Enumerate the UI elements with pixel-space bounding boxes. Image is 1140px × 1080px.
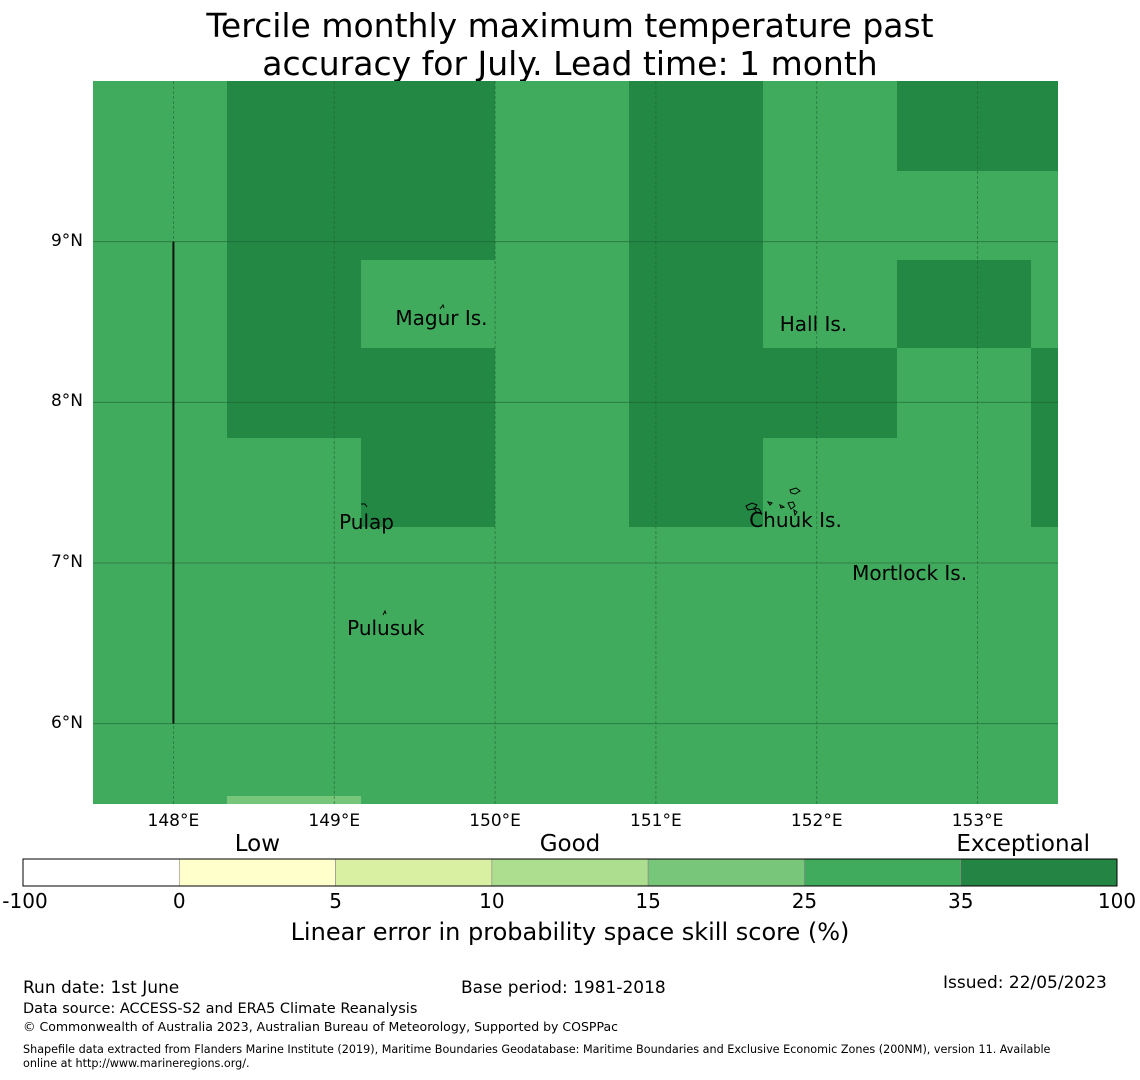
colorbar-swatch — [178, 858, 336, 887]
colorbar-tick-label: 5 — [329, 889, 342, 913]
data-source: Data source: ACCESS-S2 and ERA5 Climate … — [23, 1001, 418, 1017]
skill-map — [93, 81, 1058, 804]
colorbar-category-label: Low — [234, 831, 281, 857]
island-outlines — [361, 303, 801, 616]
base-period: Base period: 1981-2018 — [461, 978, 666, 998]
colorbar-category-label: Exceptional — [956, 831, 1091, 857]
island-outline — [779, 504, 786, 509]
island-outline — [766, 501, 773, 506]
colorbar-frame — [22, 858, 1118, 887]
colorbar-tick-label: 15 — [635, 889, 661, 913]
issued-date: Issued: 22/05/2023 — [943, 973, 1107, 993]
shapefile-credit-2: online at http://www.marineregions.org/. — [23, 1057, 250, 1070]
map-title-line1: Tercile monthly maximum temperature past — [206, 6, 934, 45]
colorbar-swatch — [491, 858, 649, 887]
island-outline — [382, 609, 387, 616]
colorbar-tick-label: 25 — [791, 889, 818, 913]
run-date: Run date: 1st June — [23, 978, 180, 998]
place-label: Magur Is. — [395, 305, 488, 330]
place-label: Pulusuk — [347, 615, 425, 640]
colorbar-swatch — [22, 858, 180, 887]
grid-cell-exceptional — [361, 438, 495, 527]
lon-tick-label: 150°E — [469, 811, 521, 831]
lat-tick-label: 8°N — [50, 391, 83, 412]
colorbar — [22, 858, 1118, 887]
grid-cell-exceptional — [897, 260, 1031, 348]
place-label: Pulap — [339, 509, 394, 534]
grid-cell-exceptional — [1031, 348, 1058, 527]
graticule — [93, 81, 1058, 804]
colorbar-tick-label: 10 — [479, 889, 505, 913]
grid-cell-exceptional — [227, 81, 495, 260]
lon-tick-label: 151°E — [630, 811, 682, 831]
grid-cell-exceptional — [629, 81, 763, 527]
colorbar-category-label: Good — [539, 831, 601, 857]
lat-tick-label: 7°N — [50, 552, 83, 572]
copyright: © Commonwealth of Australia 2023, Austra… — [23, 1019, 618, 1034]
grid-cell-exceptional — [763, 348, 897, 438]
grid-cell-good-mid — [227, 796, 361, 804]
colorbar-tick-label: 35 — [947, 889, 974, 913]
island-outline — [787, 501, 796, 510]
grid-cell-exceptional — [227, 348, 495, 438]
island-outline — [793, 508, 798, 517]
island-outline — [361, 503, 368, 508]
place-label: Hall Is. — [779, 312, 848, 337]
lon-tick-label: 153°E — [951, 811, 1004, 831]
colorbar-swatch — [335, 858, 493, 887]
colorbar-title: Linear error in probability space skill … — [290, 918, 850, 946]
lat-tick-label: 9°N — [50, 230, 83, 251]
colorbar-swatch — [804, 858, 962, 887]
island-outline — [439, 303, 445, 310]
colorbar-tick-label: -100 — [2, 889, 48, 913]
map-title-line2: accuracy for July. Lead time: 1 month — [262, 44, 878, 83]
lat-tick-label: 6°N — [50, 712, 83, 733]
colorbar-tick-label: 100 — [1097, 889, 1137, 913]
shapefile-credit-1: Shapefile data extracted from Flanders M… — [23, 1043, 1051, 1056]
colorbar-swatch — [960, 858, 1118, 887]
lon-tick-label: 148°E — [147, 811, 200, 831]
place-label: Chuuk Is. — [749, 508, 842, 533]
skill-grid — [93, 81, 1058, 804]
place-label: Mortlock Is. — [852, 561, 968, 586]
island-outline — [745, 502, 758, 511]
lon-tick-label: 152°E — [790, 811, 843, 831]
island-outline — [789, 487, 801, 495]
colorbar-swatch — [647, 858, 805, 887]
grid-cell-exceptional — [227, 260, 361, 348]
island-outline — [752, 507, 762, 514]
colorbar-tick-label: 0 — [172, 889, 186, 913]
lon-tick-label: 149°E — [308, 811, 361, 831]
